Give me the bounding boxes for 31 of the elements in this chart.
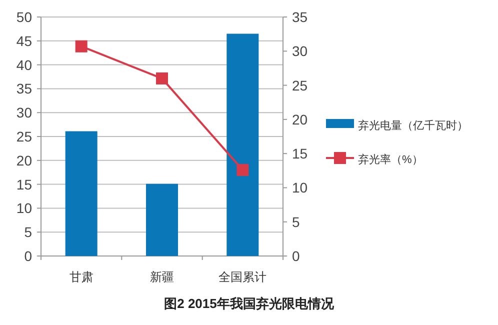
bar [146,184,178,256]
y2-tick-label: 25 [292,77,308,94]
point [75,40,88,52]
y-tick-label: 35 [16,80,32,97]
y-tick-label: 15 [16,176,32,192]
bar [226,34,259,256]
y-tick-label: 25 [16,128,32,144]
y-tick-label: 0 [24,248,32,264]
legend-label: 弃光电量（亿千瓦时） [358,119,468,132]
y-tick-label: 20 [16,152,32,168]
y-tick-label: 50 [16,9,32,25]
y-tick-label: 40 [16,56,32,73]
y2-tick-label: 20 [292,111,308,128]
bar [65,131,98,256]
text: 图2 2015年我国弃光限电情况 [164,296,335,311]
x-tick-label: 新疆 [150,270,174,284]
legend-label: 弃光率（%） [358,153,423,166]
y2-tick-label: 35 [292,9,308,25]
y-tick-label: 45 [16,32,32,49]
point [236,164,249,176]
point [156,72,168,84]
y2-tick-label: 30 [292,43,308,60]
x-tick-label: 甘肃 [69,270,94,284]
y-tick-label: 10 [16,200,32,216]
y-tick-label: 30 [16,104,32,121]
y2-tick-label: 0 [292,248,300,264]
y-tick-label: 5 [24,224,32,240]
y2-tick-label: 15 [292,146,308,162]
x-tick-label: 全国累计 [218,270,267,284]
y2-tick-label: 5 [292,214,300,230]
y2-tick-label: 10 [292,180,308,196]
